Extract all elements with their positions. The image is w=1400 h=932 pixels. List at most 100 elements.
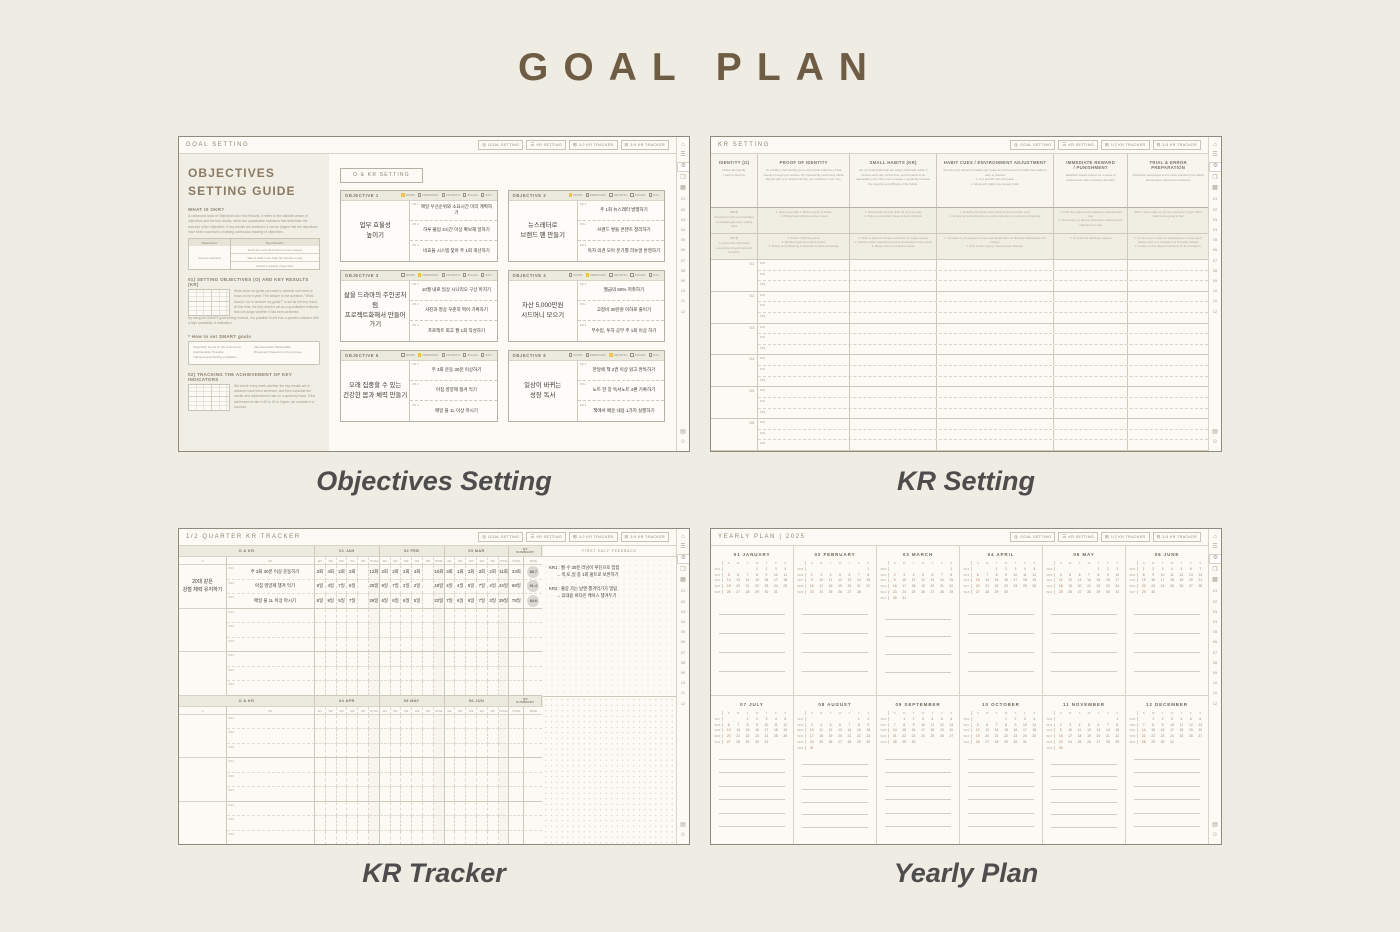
tracker-week-cell[interactable]: [325, 729, 337, 744]
tracker-objective-cell[interactable]: [179, 608, 227, 653]
sidebar-month-tab-05[interactable]: 05: [680, 237, 686, 243]
sticker-icon[interactable]: ☺: [1211, 832, 1219, 839]
kr-setting-cell[interactable]: [937, 281, 1054, 291]
tracker-week-cell[interactable]: 2회: [336, 565, 348, 580]
sidebar-month-tab-06[interactable]: 06: [1212, 639, 1218, 645]
tracker-week-cell[interactable]: [487, 729, 499, 744]
tracker-week-cell[interactable]: [444, 729, 456, 744]
tracker-week-cell[interactable]: [412, 666, 423, 682]
tracker-rate-cell[interactable]: [524, 816, 543, 831]
sidebar-month-tab-10[interactable]: 10: [680, 288, 686, 294]
tracker-total-cell[interactable]: 78일: [509, 594, 525, 609]
note-line[interactable]: [968, 613, 1034, 615]
tracker-kr-cell[interactable]: KR1: [227, 801, 315, 817]
tracker-week-cell[interactable]: [315, 715, 326, 730]
tracker-week-cell[interactable]: [325, 681, 337, 697]
tracker-week-cell[interactable]: [368, 681, 380, 697]
index-icon[interactable]: ☰: [1212, 543, 1218, 550]
note-line[interactable]: [1134, 785, 1200, 787]
tracker-week-cell[interactable]: [379, 666, 391, 682]
tracker-week-cell[interactable]: [412, 729, 423, 744]
objective-title-input[interactable]: 삶을 드라마의 주인공처럼 프로젝트화해서 만들어가기: [344, 291, 407, 329]
category-checkbox-growth[interactable]: GROWTH: [609, 273, 627, 277]
nav-button-goal-setting[interactable]: ◎ GOAL SETTING: [1010, 140, 1056, 150]
tracker-week-cell[interactable]: [498, 608, 510, 624]
tracker-week-cell[interactable]: [347, 830, 359, 844]
tracker-week-cell[interactable]: 25일: [368, 579, 380, 595]
home-icon[interactable]: ⌂: [681, 533, 685, 540]
tracker-week-cell[interactable]: [368, 787, 380, 802]
tracker-week-cell[interactable]: [336, 637, 348, 653]
tracker-week-cell[interactable]: 2일: [412, 579, 423, 595]
tracker-week-cell[interactable]: [466, 666, 477, 682]
tracker-week-cell[interactable]: [401, 743, 413, 759]
note-line[interactable]: [885, 826, 951, 828]
tracker-week-cell[interactable]: [487, 787, 499, 802]
tracker-week-cell[interactable]: [347, 801, 359, 817]
kr-setting-cell[interactable]: [1128, 377, 1208, 387]
tracker-week-cell[interactable]: [336, 729, 348, 744]
tracker-week-cell[interactable]: [358, 666, 369, 682]
sidebar-month-tab-05[interactable]: 05: [680, 629, 686, 635]
kr-setting-cell[interactable]: KR3: [758, 313, 851, 323]
kr-setting-cell[interactable]: [937, 387, 1054, 397]
note-line[interactable]: [719, 785, 785, 787]
tracker-week-cell[interactable]: [444, 681, 456, 697]
tracker-week-cell[interactable]: [433, 623, 445, 638]
tracker-week-cell[interactable]: 3회: [347, 565, 359, 580]
category-checkbox-social[interactable]: SOCIAL: [462, 273, 478, 277]
category-checkbox-growth[interactable]: GROWTH: [441, 273, 460, 277]
sidebar-month-tab-11[interactable]: 11: [680, 690, 686, 696]
tracker-week-cell[interactable]: 8일: [315, 579, 326, 595]
tracker-week-cell[interactable]: [325, 743, 337, 759]
tracker-week-cell[interactable]: [315, 652, 326, 667]
tracker-week-cell[interactable]: 2회: [390, 565, 402, 580]
tracker-rate-cell[interactable]: [524, 681, 543, 697]
tabs-icon[interactable]: ❐: [1212, 174, 1218, 181]
tracker-week-cell[interactable]: [358, 772, 369, 788]
kr-setting-cell[interactable]: KR3: [758, 281, 851, 291]
tracker-week-cell[interactable]: 7일: [347, 594, 359, 609]
category-checkbox-social[interactable]: SOCIAL: [630, 193, 646, 197]
tracker-week-cell[interactable]: [347, 787, 359, 802]
tracker-week-cell[interactable]: [498, 681, 510, 697]
tracker-week-cell[interactable]: [325, 637, 337, 653]
tracker-week-cell[interactable]: [498, 729, 510, 744]
memo-page-icon[interactable]: ▤: [680, 428, 686, 435]
kr-setting-cell[interactable]: [937, 302, 1054, 313]
tracker-week-cell[interactable]: [444, 816, 456, 831]
tracker-week-cell[interactable]: [444, 787, 456, 802]
note-line[interactable]: [1051, 814, 1117, 816]
kr-setting-cell[interactable]: [1054, 440, 1129, 450]
kr-setting-cell[interactable]: [937, 419, 1054, 429]
note-line[interactable]: [885, 772, 951, 774]
note-line[interactable]: [1051, 776, 1117, 778]
tracker-week-cell[interactable]: 1회: [455, 565, 467, 580]
tracker-week-cell[interactable]: [466, 816, 477, 831]
tracker-week-cell[interactable]: 4일: [487, 579, 499, 595]
kr-setting-cell[interactable]: [850, 291, 938, 302]
kr-input[interactable]: KR 3 책에서 배운 내용 1가지 실행하기: [577, 400, 664, 420]
tracker-rate-cell[interactable]: [524, 758, 543, 773]
calendar-icon[interactable]: ▦: [1212, 185, 1218, 192]
tracker-kr-cell[interactable]: KR3: [227, 830, 315, 844]
kr-setting-cell[interactable]: KR3: [758, 376, 851, 387]
tracker-week-cell[interactable]: [368, 608, 380, 624]
kr-input[interactable]: KR 3 부수입, 투자 공부 주 1회 이상 하기: [577, 320, 664, 340]
kr-setting-cell[interactable]: [1054, 302, 1129, 313]
note-line[interactable]: [1134, 799, 1200, 801]
category-checkbox-personal[interactable]: PERSONAL: [418, 353, 439, 357]
tracker-week-cell[interactable]: [368, 652, 380, 667]
tracker-kr-cell[interactable]: KR3 매일 물 1L 이상 마시기: [227, 594, 315, 609]
tracker-week-cell[interactable]: [422, 565, 434, 580]
kr-setting-cell[interactable]: [1054, 323, 1129, 334]
nav-button-3-4-kr-tracker[interactable]: ⊟ 3/4 KR TRACKER: [1152, 140, 1201, 150]
note-line[interactable]: [1051, 788, 1117, 790]
nav-button-1-2-kr-tracker[interactable]: ⊞ 1/2 KR TRACKER: [1101, 532, 1150, 542]
note-line[interactable]: [719, 799, 785, 801]
kr-setting-cell[interactable]: [1054, 419, 1129, 429]
sidebar-month-tab-03[interactable]: 03: [1212, 608, 1218, 614]
kr-setting-cell[interactable]: [1128, 419, 1208, 429]
sidebar-month-tab-07[interactable]: 07: [680, 257, 686, 263]
tracker-week-cell[interactable]: [325, 787, 337, 802]
